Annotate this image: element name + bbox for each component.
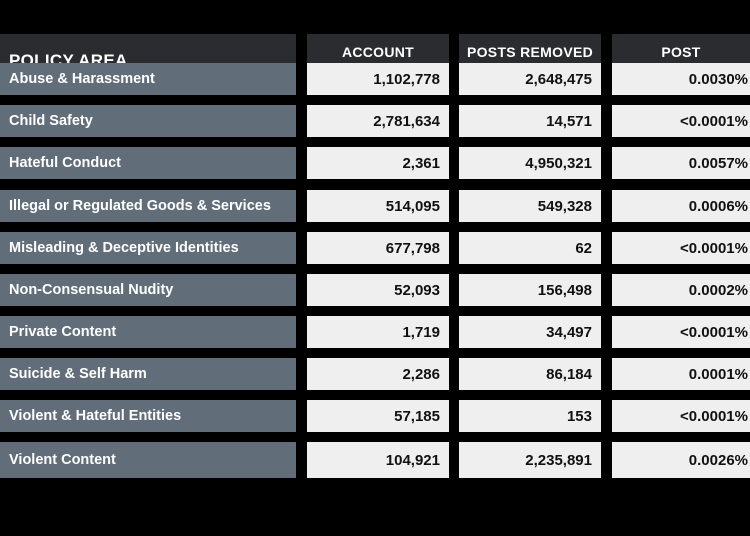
row-violation-rate: 0.0006% [612,190,750,222]
row-posts-removed: 4,950,321 [459,147,601,179]
row-policy-area: Misleading & Deceptive Identities [0,232,296,264]
row-violation-rate: 0.0001% [612,358,750,390]
row-violation-rate: 0.0030% [612,63,750,95]
row-posts-removed: 2,235,891 [459,442,601,478]
table-row: Private Content 1,719 34,497 <0.0001% [0,316,750,348]
table-row: Non-Consensual Nudity 52,093 156,498 0.0… [0,274,750,306]
row-violation-rate: <0.0001% [612,232,750,264]
row-violation-rate: <0.0001% [612,316,750,348]
row-account-suspensions: 2,781,634 [307,105,449,137]
row-account-suspensions: 2,286 [307,358,449,390]
table-row: Illegal or Regulated Goods & Services 51… [0,190,750,222]
row-policy-area: Abuse & Harassment [0,63,296,95]
row-policy-area: Child Safety [0,105,296,137]
row-policy-area: Hateful Conduct [0,147,296,179]
row-policy-area: Illegal or Regulated Goods & Services [0,190,296,222]
row-posts-removed: 62 [459,232,601,264]
row-policy-area: Private Content [0,316,296,348]
table-row: Suicide & Self Harm 2,286 86,184 0.0001% [0,358,750,390]
table-row: Violent & Hateful Entities 57,185 153 <0… [0,400,750,432]
table-row: Abuse & Harassment 1,102,778 2,648,475 0… [0,63,750,95]
row-posts-removed: 34,497 [459,316,601,348]
row-policy-area: Violent & Hateful Entities [0,400,296,432]
row-posts-removed: 2,648,475 [459,63,601,95]
row-policy-area: Non-Consensual Nudity [0,274,296,306]
row-violation-rate: 0.0057% [612,147,750,179]
table-row: Violent Content 104,921 2,235,891 0.0026… [0,442,750,478]
row-account-suspensions: 104,921 [307,442,449,478]
row-account-suspensions: 2,361 [307,147,449,179]
row-account-suspensions: 677,798 [307,232,449,264]
row-posts-removed: 14,571 [459,105,601,137]
row-posts-removed: 86,184 [459,358,601,390]
row-account-suspensions: 1,719 [307,316,449,348]
table-row: Misleading & Deceptive Identities 677,79… [0,232,750,264]
row-account-suspensions: 57,185 [307,400,449,432]
row-posts-removed: 153 [459,400,601,432]
row-policy-area: Suicide & Self Harm [0,358,296,390]
row-account-suspensions: 52,093 [307,274,449,306]
row-violation-rate: <0.0001% [612,400,750,432]
row-violation-rate: <0.0001% [612,105,750,137]
row-violation-rate: 0.0026% [612,442,750,478]
row-account-suspensions: 514,095 [307,190,449,222]
row-posts-removed: 549,328 [459,190,601,222]
table-row: Hateful Conduct 2,361 4,950,321 0.0057% [0,147,750,179]
row-account-suspensions: 1,102,778 [307,63,449,95]
row-policy-area: Violent Content [0,442,296,478]
row-posts-removed: 156,498 [459,274,601,306]
row-violation-rate: 0.0002% [612,274,750,306]
table-row: Child Safety 2,781,634 14,571 <0.0001% [0,105,750,137]
